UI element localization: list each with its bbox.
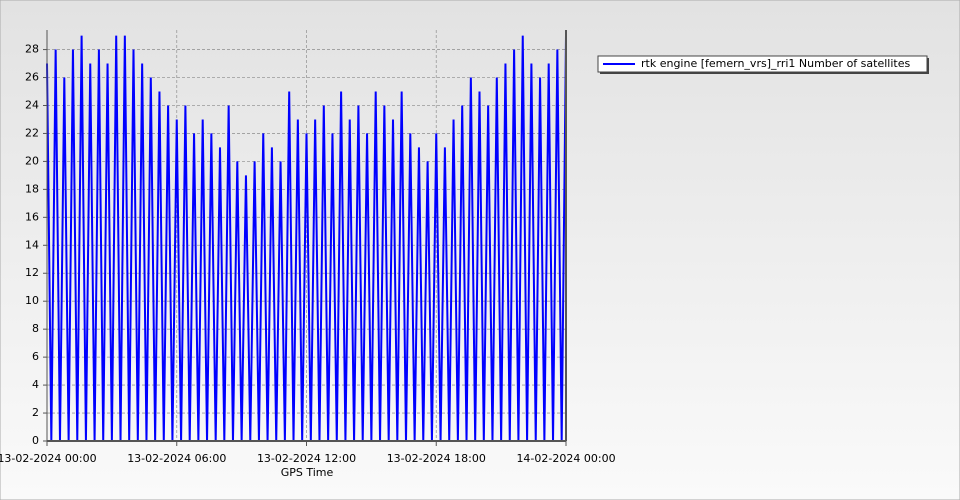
x-tick-label: 13-02-2024 18:00 [387, 452, 486, 465]
y-tick-label: 24 [25, 98, 39, 111]
y-tick-label: 26 [25, 71, 39, 84]
y-tick-label: 4 [32, 378, 39, 391]
y-tick-label: 8 [32, 322, 39, 335]
y-tick-label: 10 [25, 294, 39, 307]
y-tick-label: 22 [25, 126, 39, 139]
x-axis-label: GPS Time [281, 466, 334, 479]
x-tick-label: 13-02-2024 12:00 [257, 452, 356, 465]
series-line [46, 35, 567, 442]
x-tick-label: 13-02-2024 00:00 [0, 452, 97, 465]
y-tick-label: 2 [32, 406, 39, 419]
y-tick-label: 0 [32, 434, 39, 447]
x-tick-label: 14-02-2024 00:00 [516, 452, 615, 465]
y-tick-label: 16 [25, 210, 39, 223]
legend-box [597, 55, 928, 73]
y-tick-label: 14 [25, 238, 39, 251]
y-tick-label: 6 [32, 350, 39, 363]
y-tick-label: 12 [25, 266, 39, 279]
legend-label: rtk engine [femern_vrs]_rri1 Number of s… [641, 57, 910, 70]
y-tick-label: 18 [25, 182, 39, 195]
y-tick-label: 28 [25, 43, 39, 56]
y-tick-label: 20 [25, 154, 39, 167]
x-tick-label: 13-02-2024 06:00 [127, 452, 226, 465]
